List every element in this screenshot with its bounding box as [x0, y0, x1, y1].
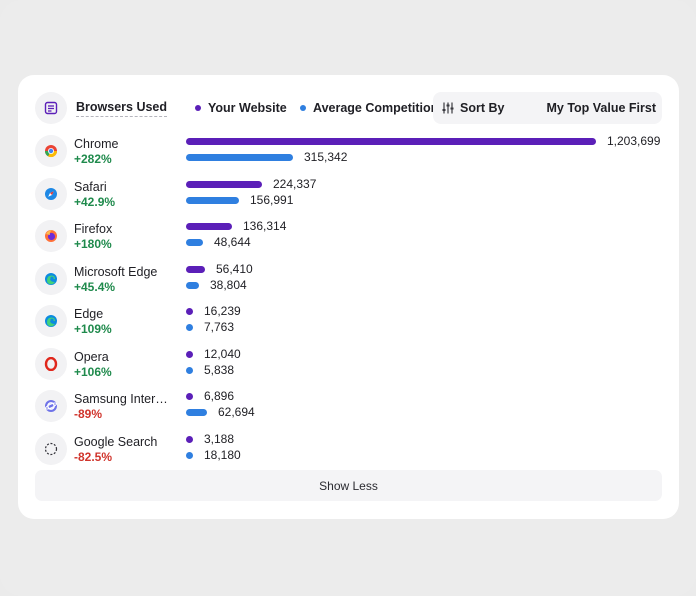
browser-name: Opera — [74, 349, 109, 364]
bar-your-website — [186, 138, 596, 145]
bar-your-website-value: 224,337 — [273, 176, 317, 191]
bar-average-competition — [186, 366, 193, 374]
sort-sliders-icon — [442, 102, 454, 114]
bar-average-competition-value: 156,991 — [250, 192, 294, 207]
show-less-button[interactable]: Show Less — [35, 470, 662, 501]
browser-row-microsoft-edge: Microsoft Edge +45.4% 56,410 38,804 — [35, 260, 665, 300]
legend-average-competition: Average Competition — [300, 101, 438, 115]
bar-your-website-value: 3,188 — [204, 431, 235, 446]
bar-average-competition-value: 7,763 — [204, 320, 235, 334]
bar-your-website — [186, 308, 193, 315]
browser-change: +45.4% — [74, 279, 116, 294]
firefox-icon — [35, 220, 67, 252]
browser-change: +109% — [74, 322, 112, 336]
bar-average-competition — [186, 239, 203, 246]
bar-average-competition — [186, 154, 293, 161]
legend-dot-average-competition — [300, 105, 306, 111]
bar-average-competition — [186, 324, 193, 331]
browser-change: -89% — [74, 407, 103, 421]
bar-average-competition — [186, 451, 193, 459]
legend-your-website: Your Website — [195, 101, 287, 115]
bar-your-website-value: 6,896 — [204, 389, 235, 403]
browser-change: +180% — [74, 237, 112, 251]
browser-change: +106% — [74, 364, 112, 379]
bar-your-website — [186, 223, 232, 230]
bar-your-website-value: 12,040 — [204, 346, 241, 361]
bar-your-website-value: 56,410 — [216, 261, 253, 276]
browser-bars: 136,314 48,644 — [186, 217, 664, 257]
bar-your-website-value: 1,203,699 — [607, 134, 661, 148]
browser-name: Safari — [74, 179, 107, 194]
browser-bars: 6,896 62,694 — [186, 387, 664, 427]
browser-bars: 56,410 38,804 — [186, 260, 664, 300]
browser-bars: 3,188 18,180 — [186, 430, 664, 470]
sort-value: My Top Value First — [546, 101, 656, 115]
bar-average-competition — [186, 196, 239, 204]
browsers-card: Browsers Used Your Website Average Compe… — [18, 75, 679, 519]
bar-average-competition-value: 48,644 — [214, 235, 251, 249]
chrome-icon — [35, 135, 67, 167]
browser-row-firefox: Firefox +180% 136,314 48,644 — [35, 217, 665, 257]
microsoft-edge-icon — [35, 262, 67, 295]
sort-label: Sort By — [460, 101, 505, 115]
bar-average-competition-value: 18,180 — [204, 447, 241, 462]
browser-change: -82.5% — [74, 449, 113, 464]
legend-your-website-label: Your Website — [208, 101, 287, 115]
bar-average-competition-value: 62,694 — [218, 405, 255, 419]
legend-average-competition-label: Average Competition — [313, 101, 439, 115]
browser-bars: 1,203,699 315,342 — [186, 132, 664, 172]
bar-your-website — [186, 350, 193, 358]
browser-row-samsung-internet: Samsung Intern... -89% 6,896 62,694 — [35, 387, 665, 427]
browser-change: +42.9% — [74, 194, 116, 209]
bar-average-competition — [186, 281, 199, 289]
bar-average-competition-value: 5,838 — [204, 362, 235, 377]
browser-row-chrome: Chrome +282% 1,203,699 315,342 — [35, 132, 665, 172]
browser-change: +282% — [74, 152, 112, 166]
card-title[interactable]: Browsers Used — [76, 100, 168, 117]
browser-name: Samsung Intern... — [74, 392, 170, 406]
browser-name: Edge — [74, 307, 104, 321]
bar-your-website-value: 136,314 — [243, 219, 287, 233]
browser-name: Microsoft Edge — [74, 264, 158, 279]
google-search-icon — [35, 432, 67, 465]
card-header: Browsers Used Your Website Average Compe… — [35, 92, 662, 124]
bar-average-competition — [186, 409, 207, 416]
opera-icon — [35, 347, 67, 380]
browser-bars: 16,239 7,763 — [186, 302, 664, 342]
legend-dot-your-website — [195, 105, 201, 111]
samsung-internet-icon — [35, 390, 67, 422]
edge-icon — [35, 305, 67, 337]
browser-row-safari: Safari +42.9% 224,337 156,991 — [35, 175, 665, 215]
browser-row-google-search: Google Search -82.5% 3,188 18,180 — [35, 430, 665, 470]
browser-bars: 224,337 156,991 — [186, 175, 664, 215]
bar-your-website — [186, 180, 262, 188]
bar-your-website — [186, 435, 193, 443]
bar-average-competition-value: 315,342 — [304, 150, 348, 164]
browser-row-opera: Opera +106% 12,040 5,838 — [35, 345, 665, 385]
browser-bars: 12,040 5,838 — [186, 345, 664, 385]
bar-your-website — [186, 393, 193, 400]
bar-your-website — [186, 265, 205, 273]
bar-average-competition-value: 38,804 — [210, 277, 247, 292]
browser-name: Chrome — [74, 137, 119, 151]
report-icon — [35, 92, 67, 124]
browser-row-edge: Edge +109% 16,239 7,763 — [35, 302, 665, 342]
safari-icon — [35, 177, 67, 210]
bar-your-website-value: 16,239 — [204, 304, 241, 318]
browser-name: Google Search — [74, 434, 158, 449]
browser-name: Firefox — [74, 222, 113, 236]
sort-dropdown[interactable]: Sort By My Top Value First — [433, 92, 662, 124]
